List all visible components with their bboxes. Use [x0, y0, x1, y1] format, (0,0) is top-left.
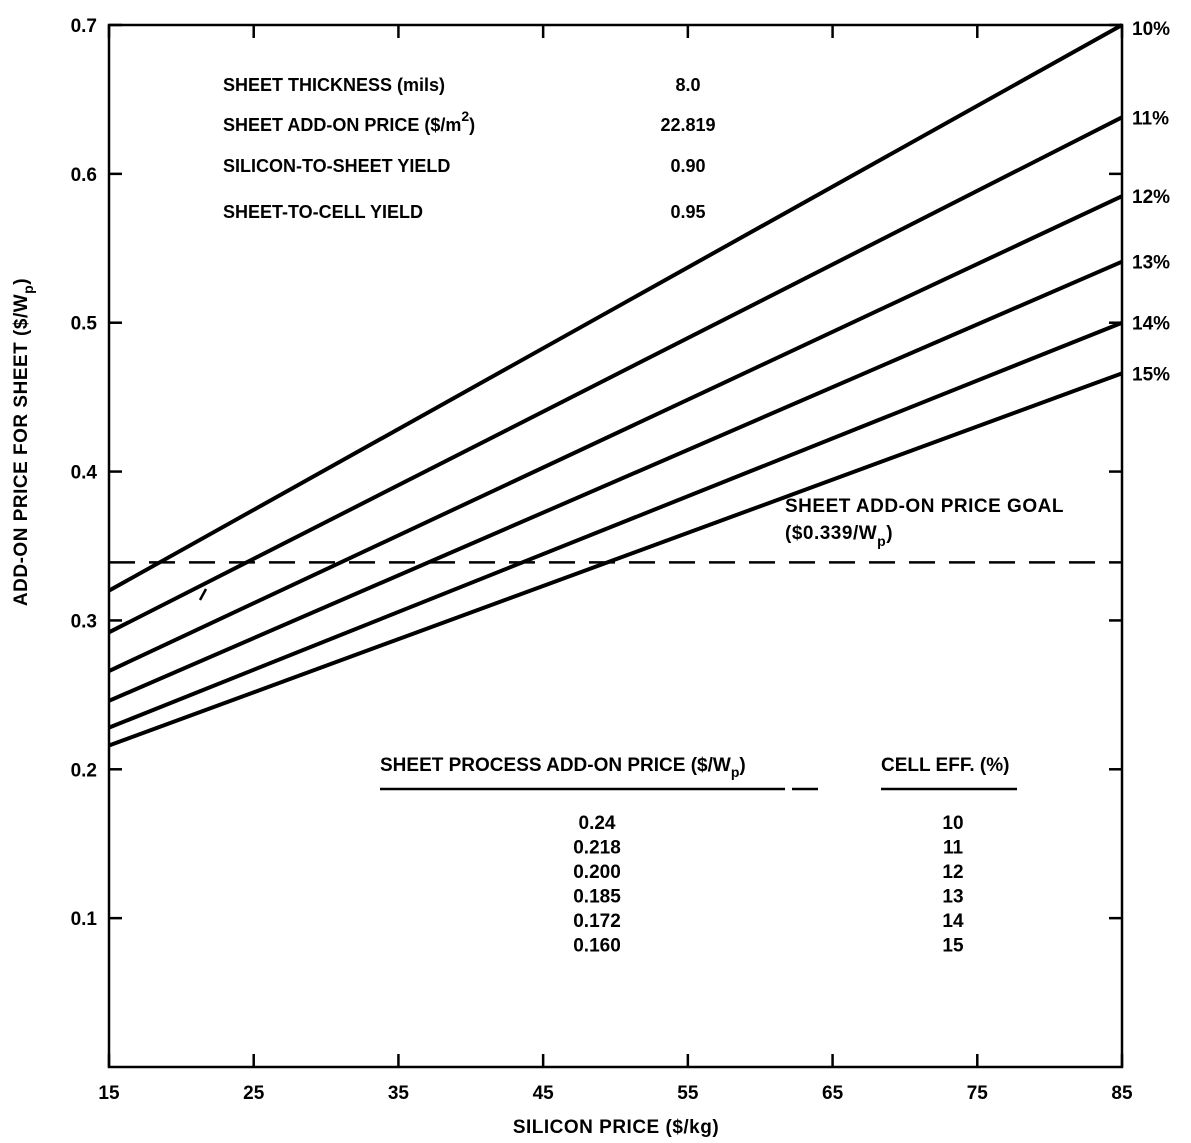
x-tick-label: 85	[1111, 1083, 1133, 1104]
tick-labels: 15 25 35 45 55 65 75 85 0.1 0.2 0.3 0.4 0.5 0.6 0.7 10%…	[71, 16, 1171, 1104]
x-tick-label: 75	[967, 1083, 989, 1104]
table-col2-header: CELL EFF. (%)	[881, 755, 1009, 776]
series-line-15pct	[108, 371, 1123, 748]
info-sheet-to-cell-label: SHEET-TO-CELL YIELD	[223, 202, 423, 222]
x-axis-title: SILICON PRICE ($/kg)	[513, 1117, 719, 1138]
series-line-14pct	[108, 320, 1123, 730]
series-line-13pct	[108, 259, 1123, 703]
table-row-price: 0.172	[573, 911, 621, 932]
series-line-10pct	[108, 23, 1123, 593]
info-si-to-sheet-label: SILICON-TO-SHEET YIELD	[223, 156, 450, 176]
x-tick-label: 25	[243, 1083, 265, 1104]
table-row-price: 0.218	[573, 838, 621, 859]
goal-label-sub: p	[877, 533, 886, 549]
table-row-price: 0.200	[573, 862, 621, 883]
y-tick-label: 0.1	[71, 909, 98, 930]
info-addon-price-value: 22.819	[660, 115, 715, 135]
table-row-price: 0.185	[573, 887, 621, 908]
table-col1-header: SHEET PROCESS ADD-ON PRICE ($/Wp)	[380, 755, 746, 780]
goal-label-close: )	[886, 523, 893, 544]
table-row-eff: 11	[943, 838, 964, 859]
series-label-10pct: 10%	[1132, 19, 1170, 40]
y-axis-title-sub: p	[20, 285, 36, 294]
process-price-table: SHEET PROCESS ADD-ON PRICE ($/Wp) CELL E…	[380, 755, 1017, 957]
series-line-11pct	[108, 115, 1123, 635]
table-row-eff: 13	[942, 887, 963, 908]
y-tick-label: 0.3	[71, 611, 97, 632]
x-tick-label: 35	[388, 1083, 410, 1104]
info-addon-price-label: SHEET ADD-ON PRICE ($/m2)	[223, 108, 475, 135]
series-label-12pct: 12%	[1132, 187, 1170, 208]
table-row-eff: 12	[942, 862, 963, 883]
x-tick-label: 55	[677, 1083, 699, 1104]
table-row-eff: 14	[942, 911, 964, 932]
y-axis-title-close: )	[11, 278, 32, 285]
series-lines	[108, 23, 1123, 748]
series-label-15pct: 15%	[1132, 364, 1170, 385]
x-tick-label: 15	[98, 1083, 120, 1104]
series-label-11pct: 11%	[1132, 108, 1169, 129]
info-si-to-sheet-value: 0.90	[670, 156, 705, 176]
info-thickness-label: SHEET THICKNESS (mils)	[223, 75, 445, 95]
y-tick-label: 0.5	[71, 314, 98, 335]
info-addon-price-close: )	[469, 115, 475, 135]
table-col1-header-close: )	[739, 755, 745, 776]
x-tick-label: 65	[822, 1083, 844, 1104]
axis-ticks	[107, 23, 1124, 1067]
goal-label-line2: ($0.339/Wp)	[785, 523, 893, 549]
series-label-14pct: 14%	[1132, 314, 1170, 335]
y-tick-label: 0.7	[71, 16, 97, 37]
stray-mark	[198, 588, 208, 601]
y-axis-title: ADD-ON PRICE FOR SHEET ($/Wp)	[11, 278, 36, 606]
info-thickness-value: 8.0	[675, 75, 700, 95]
series-line-12pct	[108, 194, 1123, 673]
table-rows: 0.24 10 0.218 11 0.200 12 0.185 13 0.172 14 0.160 1…	[573, 813, 964, 957]
x-tick-label: 45	[533, 1083, 555, 1104]
info-addon-price-sup: 2	[461, 108, 469, 124]
info-box: SHEET THICKNESS (mils) 8.0 SHEET ADD-ON …	[223, 75, 716, 222]
info-sheet-to-cell-value: 0.95	[670, 202, 705, 222]
y-tick-label: 0.2	[71, 760, 97, 781]
y-tick-label: 0.6	[71, 165, 97, 186]
table-row-eff: 10	[942, 813, 963, 834]
table-row-price: 0.160	[573, 936, 621, 957]
goal-label-line1: SHEET ADD-ON PRICE GOAL	[785, 496, 1064, 517]
plot-frame	[107, 23, 1124, 1069]
series-label-13pct: 13%	[1132, 253, 1170, 274]
table-row-price: 0.24	[579, 813, 616, 834]
table-col1-header-sub: p	[731, 764, 740, 780]
table-row-eff: 15	[942, 936, 964, 957]
y-tick-label: 0.4	[71, 463, 98, 484]
